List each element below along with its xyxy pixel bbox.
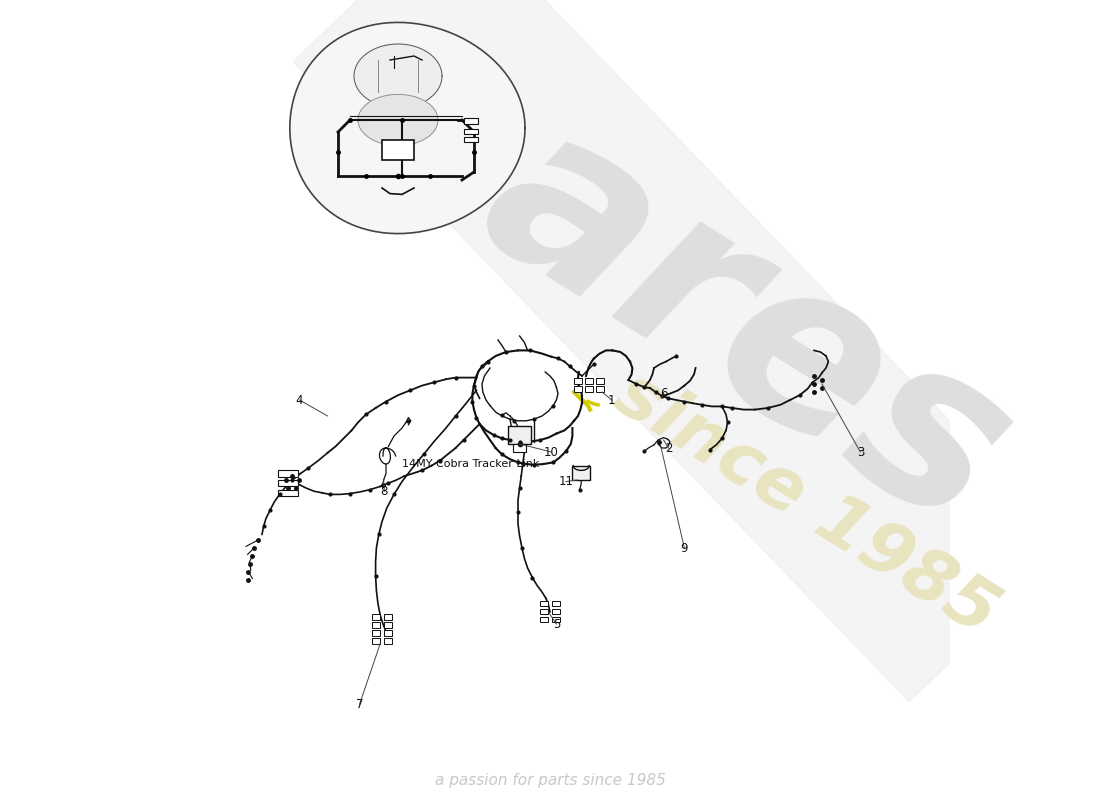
Bar <box>574 378 582 384</box>
Bar <box>585 378 593 384</box>
Text: ares: ares <box>444 81 1047 575</box>
Bar <box>463 118 478 124</box>
Text: 10: 10 <box>544 446 559 458</box>
Text: 14MY Cobra Tracker Link: 14MY Cobra Tracker Link <box>402 459 539 469</box>
Bar <box>514 444 526 452</box>
Bar <box>382 140 414 160</box>
Text: a passion for parts since 1985: a passion for parts since 1985 <box>434 773 666 787</box>
Bar <box>552 601 560 606</box>
Text: 11: 11 <box>559 475 573 488</box>
Text: 3: 3 <box>857 446 865 458</box>
Bar <box>552 609 560 614</box>
Text: 5: 5 <box>552 618 560 630</box>
Text: 8: 8 <box>381 485 388 498</box>
Text: 6: 6 <box>660 387 668 400</box>
Text: since 1985: since 1985 <box>603 359 1010 649</box>
Text: 9: 9 <box>681 542 689 554</box>
Text: 1: 1 <box>608 394 615 406</box>
Bar <box>384 638 393 644</box>
Text: 2: 2 <box>664 442 672 454</box>
Bar <box>384 614 393 620</box>
Text: 7: 7 <box>356 698 363 710</box>
Polygon shape <box>354 44 442 108</box>
Bar <box>572 466 590 480</box>
Bar <box>463 129 478 134</box>
Bar <box>540 609 549 614</box>
Text: 4: 4 <box>296 394 304 406</box>
Bar <box>278 480 298 486</box>
Bar <box>463 137 478 142</box>
Bar <box>384 622 393 628</box>
Bar <box>540 601 549 606</box>
Bar <box>596 378 604 384</box>
Bar <box>552 617 560 622</box>
Bar <box>384 630 393 636</box>
Polygon shape <box>294 0 1070 702</box>
Bar <box>508 426 531 444</box>
Bar <box>373 638 381 644</box>
Bar <box>373 622 381 628</box>
Bar <box>373 614 381 620</box>
Bar <box>278 470 298 477</box>
Bar <box>574 386 582 392</box>
Polygon shape <box>358 94 438 146</box>
Polygon shape <box>289 22 525 234</box>
Bar <box>585 386 593 392</box>
Bar <box>278 490 298 496</box>
Bar <box>540 617 549 622</box>
Bar <box>596 386 604 392</box>
Bar <box>373 630 381 636</box>
